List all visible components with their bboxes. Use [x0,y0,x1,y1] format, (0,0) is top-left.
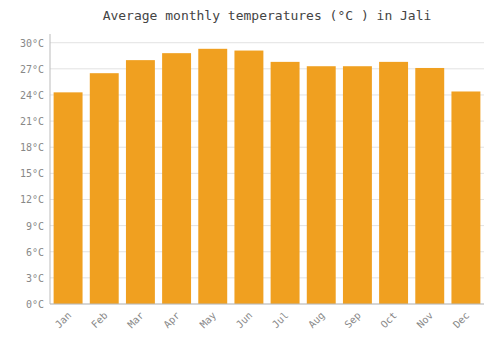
bar [451,91,480,304]
y-tick-label: 3°C [26,273,44,284]
x-tick-label: Jan [53,310,74,331]
y-tick-label: 15°C [20,168,44,179]
x-tick-label: Nov [415,310,436,331]
bar [343,66,372,304]
x-tick-label: Dec [451,310,472,331]
bar [271,62,300,304]
chart: Average monthly temperatures (°C ) in Ja… [0,0,500,350]
y-tick-label: 0°C [26,299,44,310]
bar [54,92,83,304]
bar [126,60,155,304]
bar [162,53,191,304]
x-tick-label: Feb [89,310,110,331]
x-tick-label: Sep [342,310,363,331]
x-tick-label: May [198,310,219,331]
y-axis-line [50,34,51,304]
x-tick-label: Apr [161,310,182,331]
bar [307,66,336,304]
y-tick-label: 24°C [20,90,44,101]
y-tick-label: 21°C [20,116,44,127]
bars [54,49,481,304]
bar [234,51,263,304]
bar [415,68,444,304]
x-axis-line [50,304,484,305]
x-tick-label: Jun [234,310,255,331]
x-tick-label: Oct [378,310,399,331]
grid-line [50,304,484,305]
grid-line [50,42,484,43]
grid [50,43,484,304]
y-tick-label: 27°C [20,64,44,75]
x-tick-label: Jul [270,310,291,331]
y-axis: 0°C 3°C 6°C 9°C 12°C 15°C 18°C 21°C 24°C 27°C 30°C [20,38,44,310]
y-tick-label: 30°C [20,38,44,49]
y-tick-label: 12°C [20,194,44,205]
y-tick-label: 18°C [20,142,44,153]
bar [90,73,119,304]
y-tick-label: 9°C [26,221,44,232]
x-axis: Jan Feb Mar Apr May Jun Jul Aug Sep Oct Nov Dec [53,310,471,331]
bar [379,62,408,304]
y-tick-label: 6°C [26,247,44,258]
x-tick-label: Aug [306,310,327,331]
title: Average monthly temperatures (°C ) in Ja… [103,8,432,23]
bar [198,49,227,304]
x-tick-label: Mar [125,310,146,331]
